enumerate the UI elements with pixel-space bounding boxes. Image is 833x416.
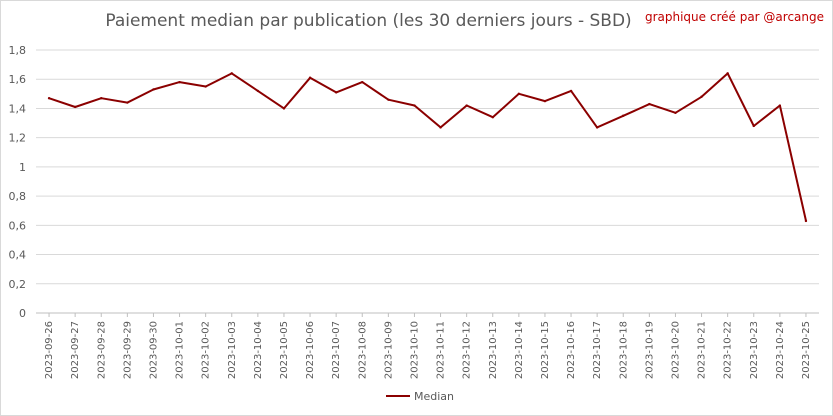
x-tick-label: 2023-10-04 bbox=[253, 321, 264, 379]
x-tick-label: 2023-10-01 bbox=[175, 321, 186, 379]
x-tick-label: 2023-10-11 bbox=[436, 321, 447, 379]
x-tick-label: 2023-10-08 bbox=[357, 321, 368, 379]
y-tick-label: 1,8 bbox=[9, 44, 27, 57]
x-tick-label: 2023-10-14 bbox=[514, 321, 525, 379]
y-tick-label: 0 bbox=[19, 307, 26, 320]
x-tick-label: 2023-10-20 bbox=[670, 321, 681, 379]
x-tick-label: 2023-10-13 bbox=[488, 321, 499, 379]
x-tick-label: 2023-10-25 bbox=[801, 321, 812, 379]
x-tick-label: 2023-10-06 bbox=[305, 321, 316, 379]
data-point bbox=[491, 116, 494, 119]
legend-label: Median bbox=[414, 390, 454, 403]
y-tick-label: 0,8 bbox=[9, 190, 27, 203]
data-point bbox=[543, 99, 547, 103]
x-tick-label: 2023-09-27 bbox=[70, 321, 81, 379]
x-tick-label: 2023-10-03 bbox=[227, 321, 238, 379]
data-point bbox=[282, 107, 286, 110]
x-tick-label: 2023-10-18 bbox=[618, 321, 629, 379]
y-tick-label: 1,6 bbox=[9, 73, 27, 86]
x-tick-label: 2023-10-23 bbox=[749, 321, 760, 379]
data-point bbox=[595, 126, 599, 129]
data-point bbox=[334, 91, 338, 94]
data-point bbox=[804, 219, 808, 223]
data-point bbox=[308, 76, 312, 79]
x-tick-label: 2023-10-16 bbox=[566, 321, 577, 379]
data-point bbox=[100, 97, 103, 100]
x-tick-label: 2023-10-05 bbox=[279, 321, 290, 379]
data-point bbox=[778, 104, 782, 107]
x-tick-label: 2023-10-15 bbox=[540, 321, 551, 379]
data-point bbox=[387, 98, 390, 101]
data-point bbox=[256, 89, 260, 93]
chart-title: Paiement median par publication (les 30 … bbox=[105, 11, 632, 31]
x-tick-label: 2023-10-02 bbox=[201, 321, 212, 379]
y-tick-label: 0,6 bbox=[9, 219, 27, 232]
data-point bbox=[752, 124, 755, 128]
data-point bbox=[73, 105, 77, 109]
y-tick-label: 0,2 bbox=[9, 278, 27, 291]
x-tick-label: 2023-10-09 bbox=[383, 321, 394, 379]
data-point bbox=[622, 114, 625, 117]
y-tick-label: 1,2 bbox=[9, 132, 27, 145]
x-tick-label: 2023-10-19 bbox=[644, 321, 655, 379]
series-line-median bbox=[48, 72, 807, 222]
data-point bbox=[230, 72, 233, 75]
chart-credit: graphique créé par @arcange bbox=[644, 10, 824, 24]
data-point bbox=[517, 92, 521, 96]
data-point bbox=[439, 126, 442, 129]
x-tick-label: 2023-10-22 bbox=[723, 321, 734, 379]
x-tick-label: 2023-10-12 bbox=[462, 321, 473, 379]
x-tick-label: 2023-10-24 bbox=[775, 321, 786, 379]
x-tick-label: 2023-10-17 bbox=[592, 321, 603, 379]
y-tick-label: 0,4 bbox=[9, 249, 27, 262]
data-point bbox=[152, 88, 155, 91]
data-point bbox=[361, 80, 364, 84]
data-point bbox=[126, 101, 129, 104]
data-point bbox=[204, 85, 207, 88]
data-point bbox=[569, 89, 573, 93]
x-tick-label: 2023-09-28 bbox=[96, 321, 107, 379]
data-point bbox=[178, 80, 181, 84]
data-point bbox=[700, 95, 703, 98]
y-tick-label: 1,4 bbox=[9, 102, 27, 115]
y-tick-label: 1 bbox=[19, 161, 26, 174]
data-point bbox=[726, 72, 729, 75]
x-tick-label: 2023-10-07 bbox=[331, 321, 342, 379]
x-tick-label: 2023-10-21 bbox=[697, 321, 708, 379]
x-tick-label: 2023-10-10 bbox=[409, 321, 420, 379]
data-point bbox=[413, 104, 416, 107]
data-point bbox=[674, 111, 677, 115]
x-tick-label: 2023-09-29 bbox=[122, 321, 133, 379]
data-point bbox=[465, 104, 468, 107]
data-point bbox=[648, 102, 651, 106]
x-tick-label: 2023-09-26 bbox=[44, 321, 55, 379]
x-tick-label: 2023-09-30 bbox=[148, 321, 159, 379]
data-point bbox=[47, 97, 51, 100]
